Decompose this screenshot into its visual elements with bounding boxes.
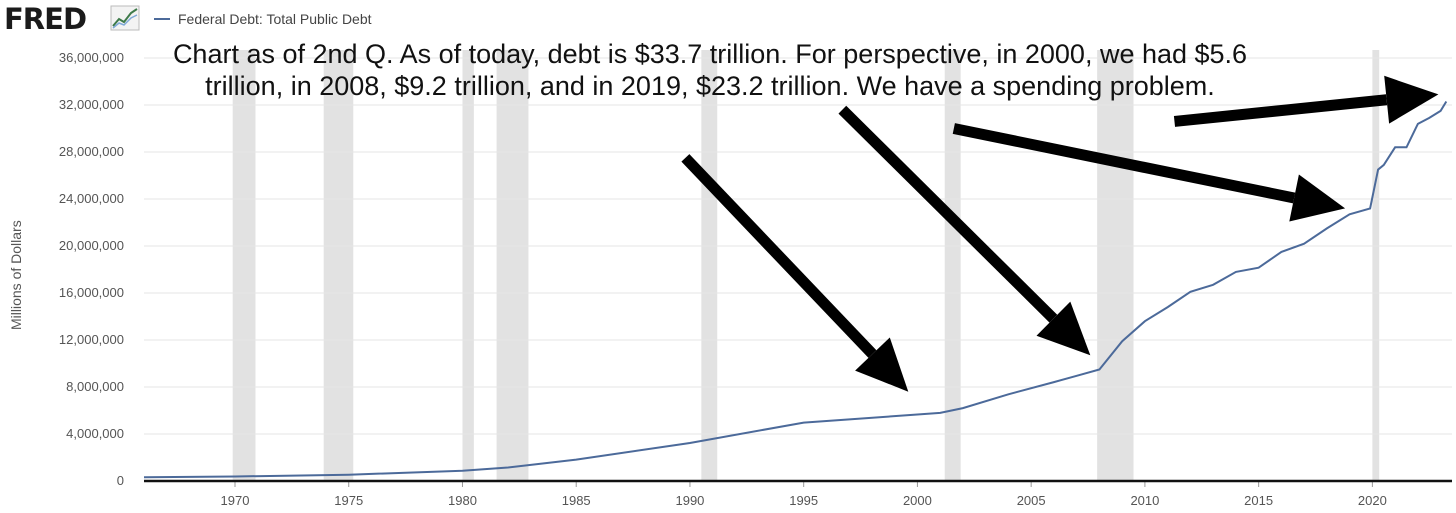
y-tick-label: 36,000,000: [59, 50, 124, 65]
recession-band: [1097, 50, 1134, 481]
arrow-head: [1384, 75, 1439, 124]
y-tick-label: 16,000,000: [59, 285, 124, 300]
x-tick-label: 1970: [221, 493, 250, 508]
x-tick-label: 2020: [1358, 493, 1387, 508]
legend-label: Federal Debt: Total Public Debt: [178, 11, 372, 27]
x-tick-label: 2015: [1244, 493, 1273, 508]
recession-band: [1372, 50, 1380, 481]
recession-band: [944, 50, 961, 481]
recession-bands: [232, 50, 1380, 481]
recession-band: [701, 50, 718, 481]
arrow-shaft: [838, 105, 1058, 323]
x-tick-label: 1980: [448, 493, 477, 508]
y-tick-label: 0: [117, 473, 124, 488]
recession-band: [462, 50, 474, 481]
annotation-text: Chart as of 2nd Q. As of today, debt is …: [172, 39, 1248, 101]
annotation-arrows: [681, 75, 1439, 392]
fred-logo[interactable]: FRED: [4, 2, 87, 36]
legend: Federal Debt: Total Public Debt: [154, 9, 372, 29]
grid-lines: [144, 57, 1452, 435]
arrow-shaft: [681, 154, 877, 358]
x-tick-label: 1985: [562, 493, 591, 508]
recession-band: [323, 50, 354, 481]
y-tick-labels: 0 4,000,000 8,000,000 12,000,000 16,000,000 2…: [59, 50, 124, 488]
y-axis-label: Millions of Dollars: [8, 220, 24, 330]
series-line: [143, 100, 1448, 479]
x-tick-label: 1975: [334, 493, 363, 508]
recession-band: [496, 50, 529, 481]
y-tick-label: 8,000,000: [66, 379, 124, 394]
arrow-head: [1289, 174, 1346, 222]
x-tick-label: 1995: [789, 493, 818, 508]
x-tick-label: 2000: [903, 493, 932, 508]
recession-band: [232, 50, 256, 481]
arrow-head: [855, 337, 909, 392]
y-tick-label: 20,000,000: [59, 238, 124, 253]
arrow-shaft: [952, 123, 1296, 204]
x-tick-label: 1990: [675, 493, 704, 508]
y-tick-label: 32,000,000: [59, 97, 124, 112]
y-tick-label: 4,000,000: [66, 426, 124, 441]
chart-header: FRED Federal Debt: Total Public Debt: [0, 0, 1456, 36]
y-tick-label: 28,000,000: [59, 144, 124, 159]
x-tick-label: 2010: [1130, 493, 1159, 508]
arrow-head: [1036, 301, 1091, 356]
x-tick-labels: 1970 1975 1980 1985 1990 1995 2000 2005 2010 2015…: [221, 481, 1387, 508]
legend-swatch: [154, 18, 170, 20]
chart-line-icon: [110, 5, 140, 31]
arrow-shaft: [1173, 94, 1388, 127]
x-tick-label: 2005: [1017, 493, 1046, 508]
y-tick-label: 24,000,000: [59, 191, 124, 206]
y-tick-label: 12,000,000: [59, 332, 124, 347]
